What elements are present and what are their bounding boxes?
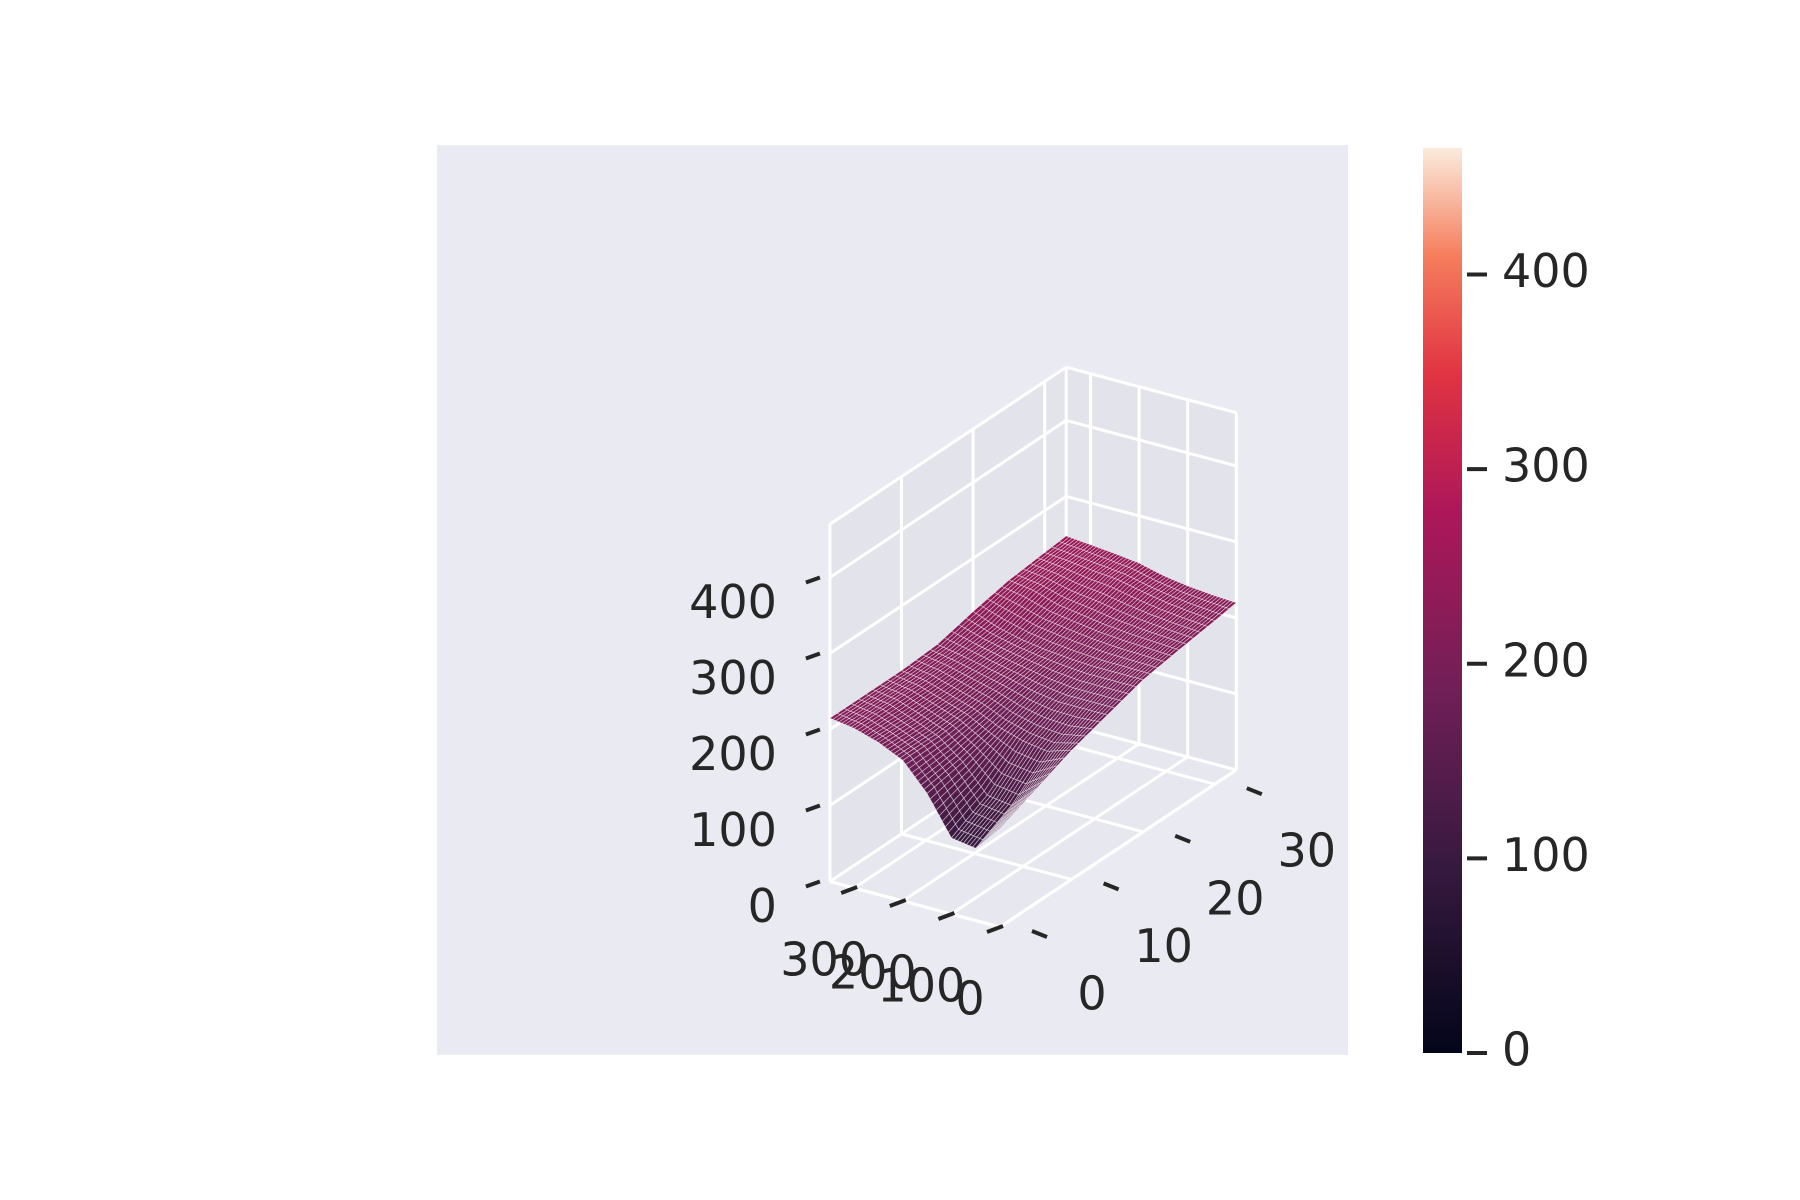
floor-pane bbox=[829, 724, 1237, 927]
y-tick-label: 0 bbox=[1077, 967, 1106, 1021]
floor-grid-x bbox=[901, 742, 1140, 903]
top-edge-right bbox=[1065, 365, 1237, 415]
z-tick-mark bbox=[805, 727, 821, 737]
z-tick-mark bbox=[805, 879, 821, 889]
top-edge-left bbox=[829, 365, 1068, 526]
wall-grid-z-right bbox=[1065, 418, 1237, 468]
x-tick-mark bbox=[937, 911, 956, 921]
x-tick-label: 200 bbox=[829, 946, 917, 1000]
z-tick-label: 300 bbox=[689, 651, 777, 705]
wall-grid-z-right bbox=[1065, 494, 1237, 544]
floor-grid-y bbox=[901, 832, 1072, 881]
z-tick-mark bbox=[805, 803, 821, 813]
x-tick-label: 0 bbox=[955, 972, 984, 1026]
x-tick-mark bbox=[986, 924, 1004, 934]
y-tick-mark bbox=[1174, 833, 1191, 844]
z-tick-mark bbox=[805, 575, 821, 585]
wall-grid-z-left bbox=[829, 419, 1068, 579]
z-tick-label: 100 bbox=[689, 803, 777, 857]
x-axis-line bbox=[829, 880, 1001, 929]
colorbar-tick-label: 200 bbox=[1502, 633, 1590, 687]
colorbar-tick-label: 0 bbox=[1502, 1023, 1531, 1077]
z-tick-mark bbox=[805, 651, 821, 661]
floor-grid-x bbox=[950, 755, 1189, 916]
y-tick-mark bbox=[1102, 881, 1120, 892]
wall-grid-z-left bbox=[829, 495, 1068, 655]
y-tick-mark bbox=[1031, 929, 1048, 939]
y-tick-mark bbox=[1246, 786, 1263, 797]
surface-cell bbox=[996, 820, 1008, 831]
y-tick-label: 30 bbox=[1278, 824, 1337, 878]
y-tick-label: 10 bbox=[1134, 919, 1193, 973]
x-tick-label: 300 bbox=[780, 933, 868, 987]
colorbar-tick-label: 100 bbox=[1502, 828, 1590, 882]
y-tick-label: 20 bbox=[1206, 871, 1265, 925]
x-tick-mark bbox=[840, 885, 858, 895]
z-tick-label: 400 bbox=[689, 575, 777, 629]
colorbar-gradient bbox=[1423, 148, 1462, 1053]
z-tick-label: 0 bbox=[748, 879, 777, 933]
x-tick-label: 100 bbox=[877, 959, 965, 1013]
surface-mesh bbox=[829, 535, 1238, 849]
colorbar-tick-label: 400 bbox=[1502, 244, 1590, 298]
y-axis-line bbox=[999, 768, 1238, 929]
colorbar-tick-label: 300 bbox=[1502, 439, 1590, 493]
x-tick-mark bbox=[889, 898, 907, 908]
colorbar: 0 100 200 300 400 bbox=[1423, 148, 1590, 1077]
z-tick-label: 200 bbox=[689, 727, 777, 781]
wall-grid-z-right bbox=[1065, 722, 1237, 772]
